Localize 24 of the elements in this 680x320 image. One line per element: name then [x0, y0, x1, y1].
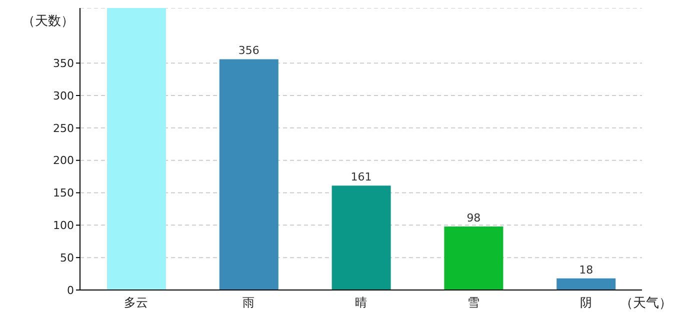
data-label: 18 [579, 263, 594, 276]
x-tick-label: 阴 [580, 296, 592, 310]
data-label: 98 [466, 211, 481, 224]
y-axis-title: （天数） [22, 13, 74, 30]
bar [219, 59, 278, 290]
bar [107, 8, 166, 290]
bar [556, 278, 616, 290]
y-tick-label: 250 [53, 122, 74, 135]
y-tick-label: 150 [53, 186, 74, 200]
x-tick-label: 雨 [242, 296, 255, 310]
data-label: 356 [238, 44, 260, 58]
x-tick-label: 雪 [467, 296, 480, 310]
y-tick-label: 200 [53, 154, 74, 168]
y-tick-label: 0 [67, 284, 74, 297]
y-tick-label: 350 [53, 57, 74, 70]
y-tick-label: 300 [53, 89, 74, 102]
data-label: 161 [350, 170, 372, 184]
y-tick-label: 100 [53, 219, 74, 232]
bar [332, 186, 391, 290]
x-tick-label: 晴 [355, 296, 367, 310]
bar [444, 226, 504, 290]
y-tick-label: 50 [60, 251, 74, 264]
x-tick-label: 多云 [124, 296, 148, 310]
x-axis-title: （天气） [620, 295, 672, 312]
